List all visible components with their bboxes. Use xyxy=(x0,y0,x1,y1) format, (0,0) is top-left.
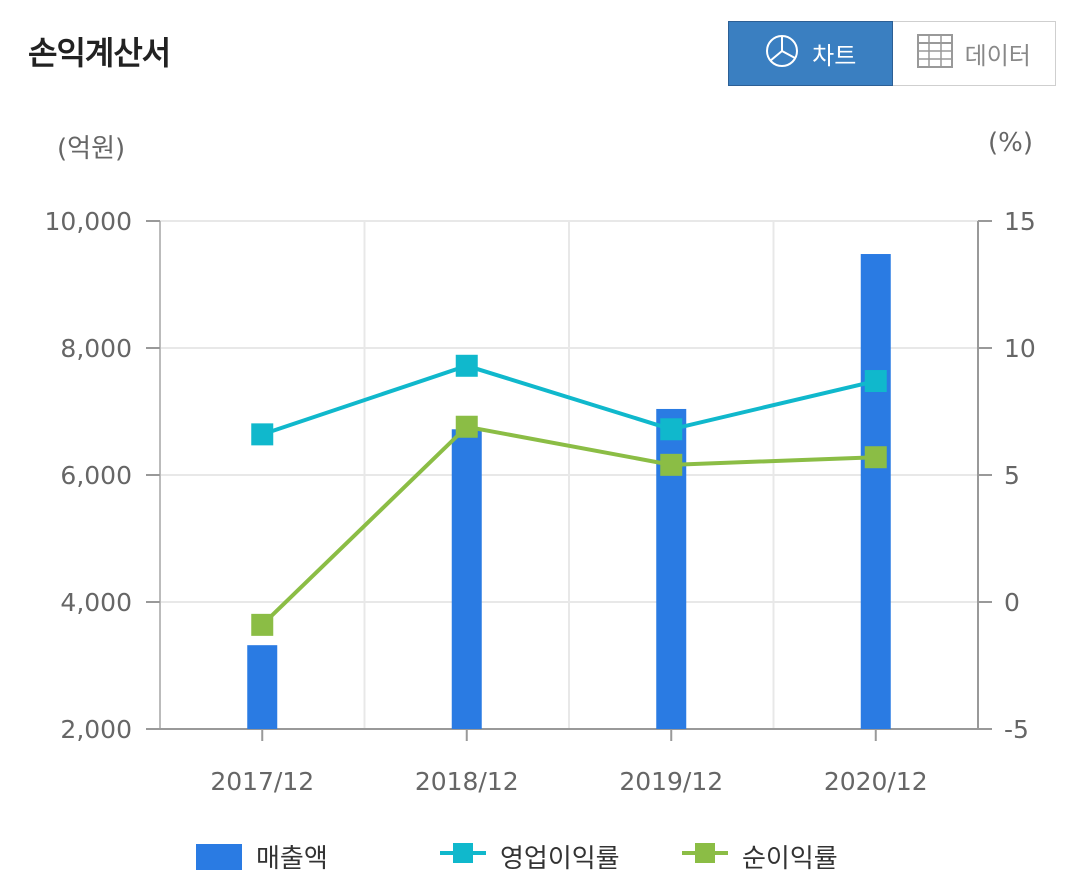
data-view-label: 데이터 xyxy=(964,42,1031,70)
revenue-bar xyxy=(451,429,482,729)
view-toggle: 차트 데이터 xyxy=(728,21,1056,86)
chart-legend: 매출액 영업이익률 순이익률 xyxy=(0,838,1080,878)
net-margin-point xyxy=(864,446,887,469)
legend-line-swatch-operating xyxy=(440,840,486,873)
right-tick-label: 5 xyxy=(1004,461,1020,490)
legend-bar-swatch xyxy=(196,843,242,870)
revenue-bar xyxy=(860,254,891,729)
table-grid-icon xyxy=(916,33,953,74)
legend-line-swatch-net xyxy=(682,840,728,873)
pie-chart-icon xyxy=(764,33,800,75)
net-margin-point xyxy=(251,613,274,636)
legend-item-net-margin[interactable]: 순이익률 xyxy=(682,838,838,875)
legend-item-revenue[interactable]: 매출액 xyxy=(196,838,328,875)
left-tick-label: 8,000 xyxy=(60,334,132,363)
right-tick-label: 10 xyxy=(1004,334,1036,363)
left-axis-unit: (억원) xyxy=(57,134,126,164)
revenue-bar xyxy=(247,645,278,729)
legend-label-operating-margin: 영업이익률 xyxy=(500,844,620,874)
net-margin-point xyxy=(455,415,478,438)
left-tick-label: 2,000 xyxy=(60,715,132,744)
right-axis-unit: (%) xyxy=(988,128,1033,158)
left-tick-label: 10,000 xyxy=(45,207,132,236)
legend-label-net-margin: 순이익률 xyxy=(742,844,838,874)
chart-view-button[interactable]: 차트 xyxy=(728,21,893,86)
income-statement-chart: 10,000 8,000 6,000 4,000 2,000 15 10 5 0 -5 2017/1… xyxy=(45,207,1036,796)
operating-margin-point xyxy=(251,423,274,446)
x-tick-label: 2017/12 xyxy=(210,767,314,796)
data-view-button[interactable]: 데이터 xyxy=(892,21,1056,86)
operating-margin-point xyxy=(455,354,478,377)
net-margin-point xyxy=(660,453,683,476)
operating-margin-point xyxy=(864,370,887,393)
net-margin-line xyxy=(260,424,876,627)
x-tick-label: 2019/12 xyxy=(619,767,723,796)
x-tick-label: 2018/12 xyxy=(415,767,519,796)
left-tick-label: 4,000 xyxy=(60,588,132,617)
left-tick-label: 6,000 xyxy=(60,461,132,490)
legend-label-revenue: 매출액 xyxy=(256,844,328,874)
operating-margin-point xyxy=(660,418,683,441)
legend-item-operating-margin[interactable]: 영업이익률 xyxy=(440,838,620,875)
right-tick-label: 0 xyxy=(1004,588,1020,617)
page-title: 손익계산서 xyxy=(28,34,171,72)
right-tick-label: 15 xyxy=(1004,207,1036,236)
x-tick-label: 2020/12 xyxy=(824,767,928,796)
operating-margin-line xyxy=(261,363,877,437)
right-tick-label: -5 xyxy=(1004,715,1029,744)
chart-view-label: 차트 xyxy=(812,42,857,70)
